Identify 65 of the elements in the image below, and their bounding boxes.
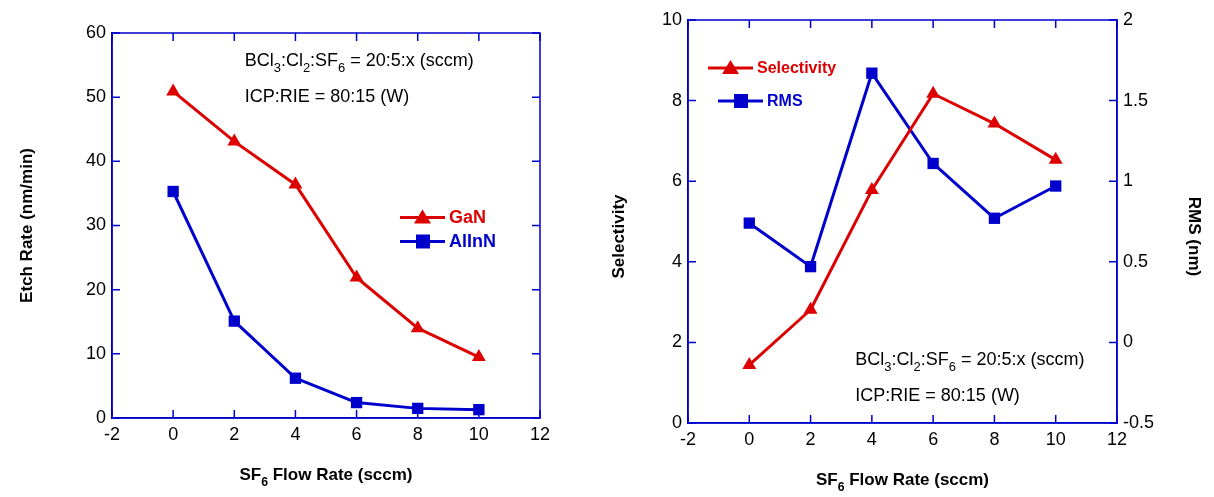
point [927, 157, 939, 170]
y2-tick-label: 2 [1123, 8, 1134, 29]
point [1050, 180, 1062, 192]
y-tick-label: 30 [85, 214, 106, 235]
point [228, 315, 240, 327]
annotation: ICP:RIE = 80:15 (W) [855, 385, 1020, 405]
y-tick-label: 8 [671, 89, 682, 110]
x-tick-label: 0 [744, 428, 755, 449]
point [289, 372, 302, 384]
y2-tick-label: 1 [1123, 170, 1134, 191]
point [864, 182, 879, 195]
y-tick-label: 10 [85, 342, 106, 363]
point [349, 269, 364, 282]
point [166, 83, 181, 96]
x-tick-label: 2 [229, 423, 240, 444]
point [412, 402, 424, 415]
point [350, 396, 363, 409]
y-tick-label: 2 [671, 331, 682, 352]
y-tick-label: 50 [85, 86, 106, 107]
point [987, 115, 1002, 128]
y-tick-label: 20 [85, 278, 106, 299]
y-tick-label: 40 [85, 150, 106, 171]
y-tick-label: 10 [661, 8, 682, 29]
y-axis-title: Etch Rate (nm/min) [17, 148, 36, 303]
point [804, 260, 817, 273]
y-tick-label: 60 [85, 21, 106, 42]
point [473, 404, 485, 416]
legend-label: Selectivity [757, 59, 837, 77]
legend-label: RMS [767, 92, 803, 110]
point [410, 320, 425, 333]
x-tick-label: 2 [805, 428, 816, 449]
x-tick-label: -2 [679, 428, 697, 449]
x-tick-label: -2 [103, 423, 121, 444]
y2-tick-label: 0.5 [1123, 250, 1149, 271]
x-tick-label: 0 [168, 423, 179, 444]
x-tick-label: 4 [866, 428, 877, 449]
point [743, 217, 755, 229]
y-tick-label: 0 [95, 406, 106, 427]
point [288, 176, 303, 189]
legend-label: AlInN [449, 231, 496, 252]
y-tick-label: 6 [671, 170, 682, 191]
y-axis-title: Selectivity [609, 193, 628, 279]
y2-tick-label: 1.5 [1123, 89, 1149, 110]
x-tick-label: 10 [468, 423, 489, 444]
x-tick-label: 10 [1045, 428, 1066, 449]
x-tick-label: 6 [351, 423, 362, 444]
legend-label: GaN [449, 207, 487, 228]
annotation: ICP:RIE = 80:15 (W) [244, 86, 410, 106]
point [167, 185, 179, 198]
y2-axis-title: RMS (nm) [1185, 196, 1204, 277]
point [988, 212, 1001, 224]
x-tick-label: 8 [989, 428, 1000, 449]
point [471, 349, 486, 362]
x-tick-label: 4 [290, 423, 301, 444]
x-tick-label: 8 [412, 423, 423, 444]
x-tick-label: 12 [529, 423, 551, 444]
y2-tick-label: 0 [1123, 331, 1134, 352]
point [227, 133, 242, 146]
x-tick-label: 6 [928, 428, 939, 449]
point [742, 356, 757, 369]
point [803, 301, 818, 314]
point [926, 85, 941, 98]
point [866, 67, 878, 79]
point [1048, 151, 1063, 164]
y-tick-label: 4 [671, 250, 682, 271]
